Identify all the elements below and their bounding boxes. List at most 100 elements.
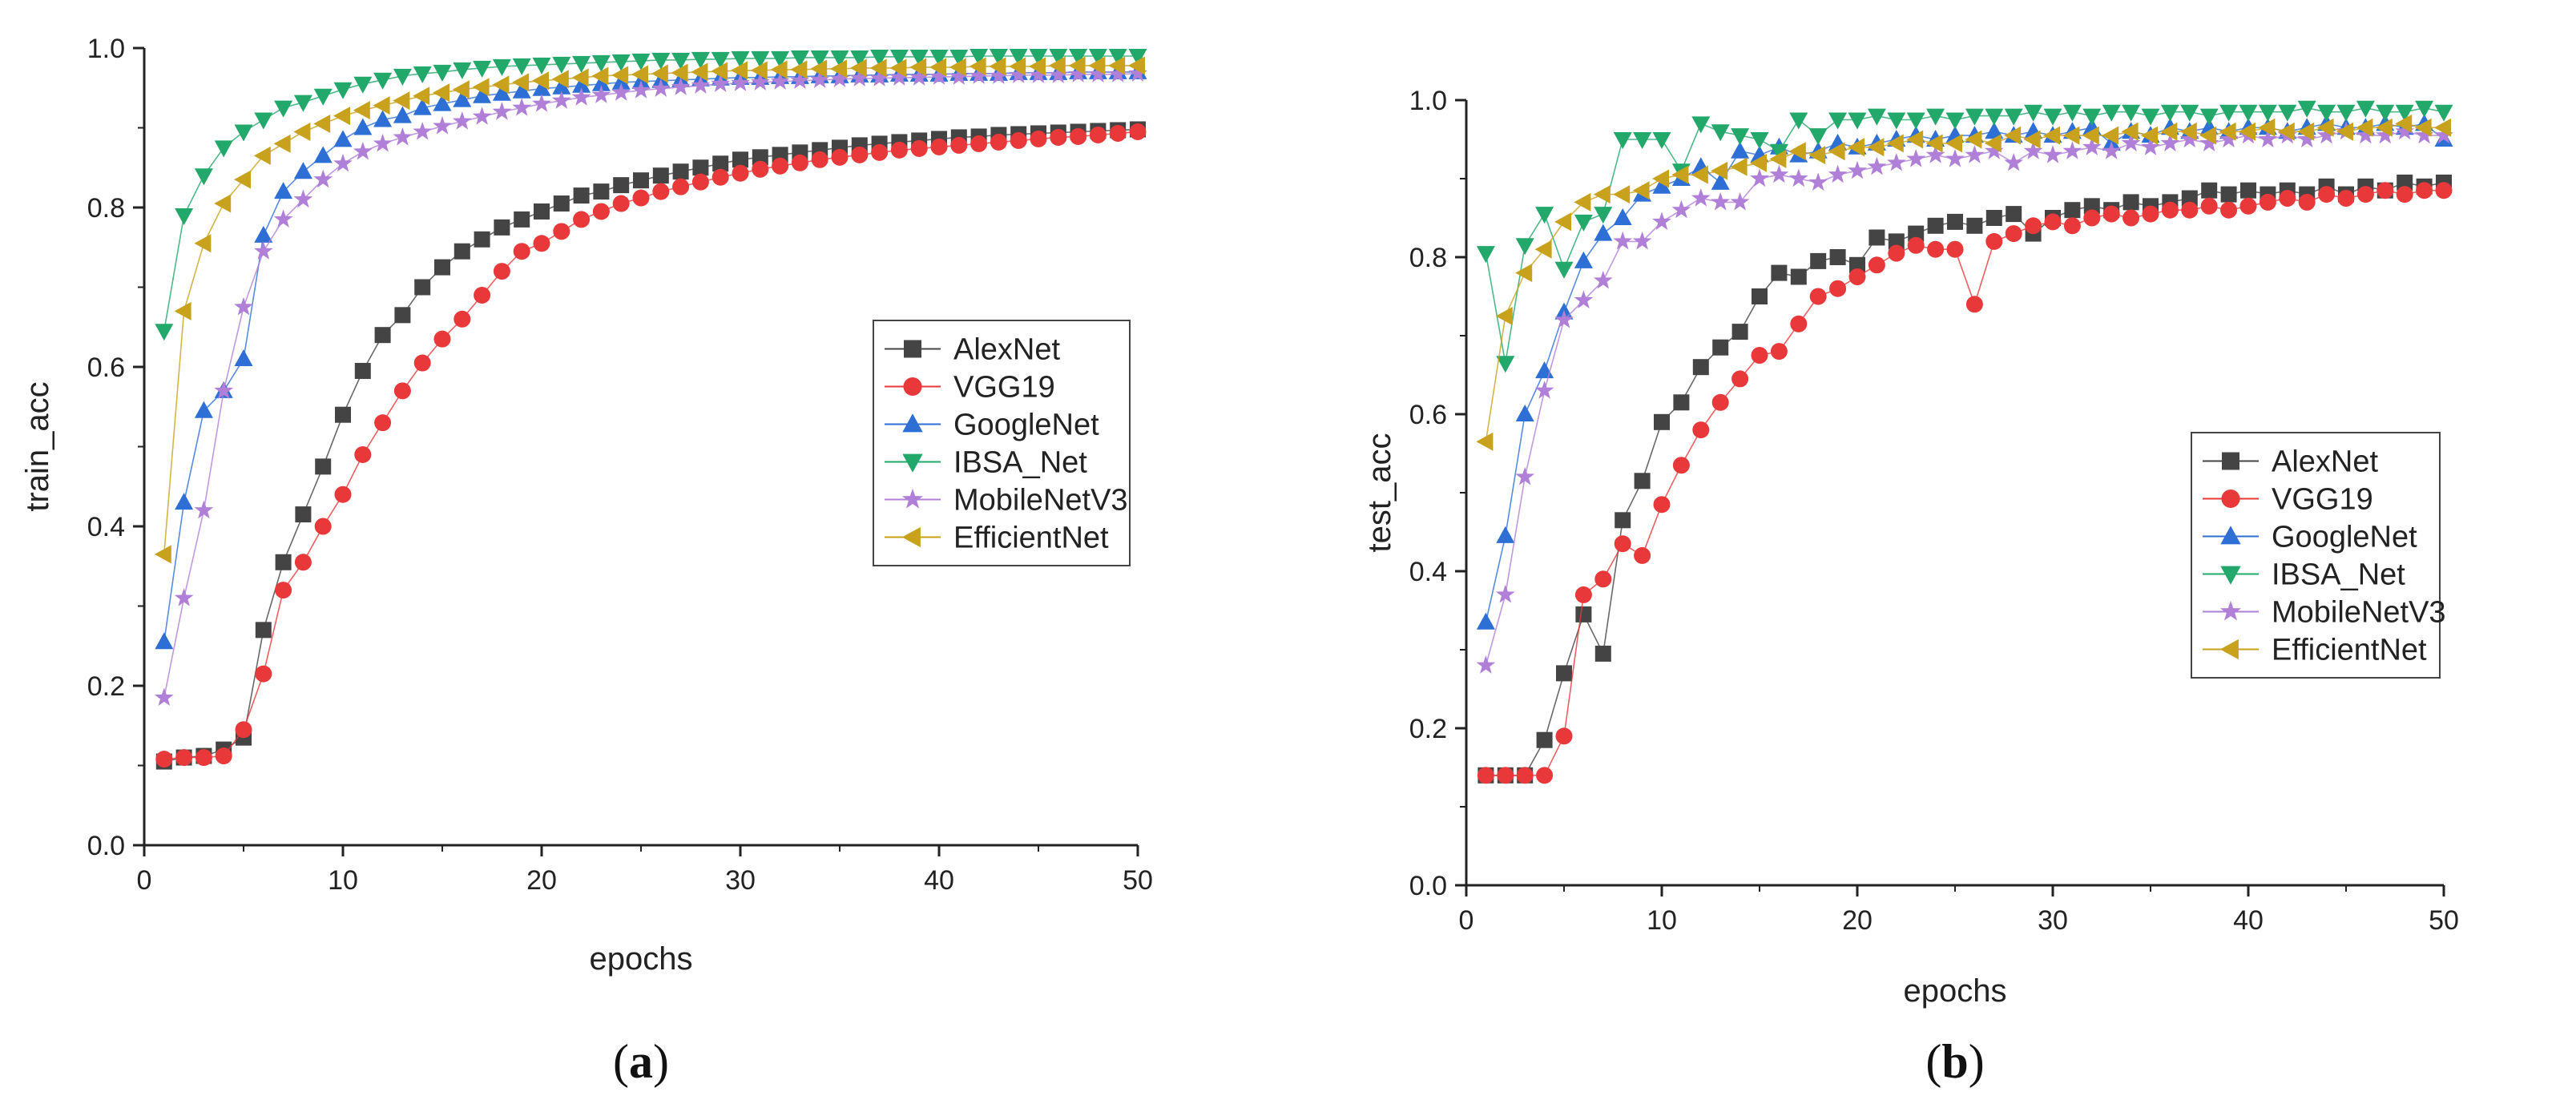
data-point (295, 506, 312, 523)
data-point (1476, 246, 1495, 264)
data-point (1886, 152, 1906, 171)
data-point (553, 223, 570, 240)
data-point (1574, 214, 1593, 232)
data-point (632, 189, 650, 207)
data-point (2434, 118, 2451, 137)
data-point (889, 58, 907, 78)
data-point (452, 111, 472, 130)
data-point (1810, 252, 1827, 269)
data-point (671, 63, 688, 83)
y-tick-label: 0.4 (1409, 557, 1447, 587)
data-point (194, 234, 212, 253)
legend-marker (904, 340, 921, 358)
data-point (433, 330, 451, 348)
data-point (1945, 134, 1962, 153)
data-point (2376, 182, 2394, 199)
x-tick-label: 40 (924, 865, 954, 896)
data-point (1926, 108, 1945, 126)
data-point (1692, 421, 1710, 439)
data-point (1654, 413, 1670, 430)
data-point (732, 164, 749, 182)
data-point (413, 98, 432, 115)
panel-caption: (a) (613, 1035, 669, 1088)
data-point (929, 66, 949, 85)
data-point (2316, 118, 2334, 137)
data-point (2181, 190, 2198, 207)
data-point (990, 133, 1007, 151)
data-point (253, 241, 273, 260)
data-point (1752, 288, 1768, 304)
data-point (1808, 146, 1826, 165)
legend-box (873, 320, 1131, 566)
data-point (2161, 201, 2179, 219)
data-point (413, 66, 432, 83)
data-point (1108, 64, 1128, 83)
data-point (2200, 197, 2218, 215)
data-point (1555, 727, 1573, 745)
data-point (1769, 164, 1789, 183)
data-point (930, 138, 948, 155)
data-point (472, 78, 490, 97)
y-tick-label: 0.2 (87, 671, 125, 702)
data-point (810, 50, 829, 67)
data-point (1869, 229, 1885, 246)
data-point (393, 68, 412, 86)
data-point (293, 122, 311, 141)
data-point (1769, 143, 1788, 161)
data-point (1966, 217, 1983, 234)
x-axis-label: epochs (590, 941, 693, 977)
data-point (1906, 112, 1925, 130)
legend-label: VGG19 (2272, 483, 2373, 517)
data-point (1109, 124, 1127, 142)
data-point (1828, 112, 1848, 130)
data-point (155, 632, 174, 650)
data-point (1048, 56, 1066, 75)
data-point (255, 665, 272, 683)
x-tick-label: 0 (1459, 905, 1474, 936)
data-point (851, 146, 869, 163)
data-point (2180, 104, 2199, 122)
data-point (1614, 535, 1631, 553)
legend-item: IBSA_Net (2203, 558, 2405, 592)
data-point (949, 58, 966, 77)
data-point (373, 96, 390, 115)
data-point (909, 67, 929, 86)
data-point (2375, 125, 2395, 144)
data-point (672, 178, 690, 195)
data-point (254, 112, 273, 130)
data-point (154, 545, 171, 564)
data-point (2004, 108, 2023, 126)
data-point (1068, 56, 1086, 75)
data-point (333, 153, 353, 172)
data-point (929, 49, 949, 66)
data-point (452, 80, 470, 99)
legend-marker (2219, 639, 2239, 660)
data-point (1477, 767, 1494, 784)
y-axis-label: test_acc (1362, 433, 1397, 553)
data-point (731, 73, 750, 91)
data-point (453, 90, 472, 107)
data-point (2297, 122, 2315, 141)
data-point (2122, 104, 2141, 122)
y-tick-label: 0.8 (87, 193, 125, 224)
legend-item: AlexNet (885, 333, 1060, 367)
data-point (1769, 150, 1787, 168)
x-tick-label: 20 (526, 865, 557, 896)
data-point (2258, 118, 2276, 137)
data-point (1574, 290, 1594, 308)
data-point (492, 75, 510, 95)
data-point (850, 50, 869, 67)
data-point (1985, 210, 2002, 226)
y-tick-label: 0.4 (87, 512, 125, 542)
data-point (2005, 225, 2022, 243)
data-point (591, 85, 611, 103)
data-point (274, 182, 293, 199)
data-point (889, 67, 909, 86)
data-point (1985, 122, 2004, 139)
legend-marker (902, 413, 923, 433)
panel-caption: (b) (1925, 1035, 1984, 1088)
data-point (1711, 191, 1731, 211)
data-point (194, 500, 214, 519)
data-point (313, 88, 333, 106)
data-point (691, 173, 709, 191)
